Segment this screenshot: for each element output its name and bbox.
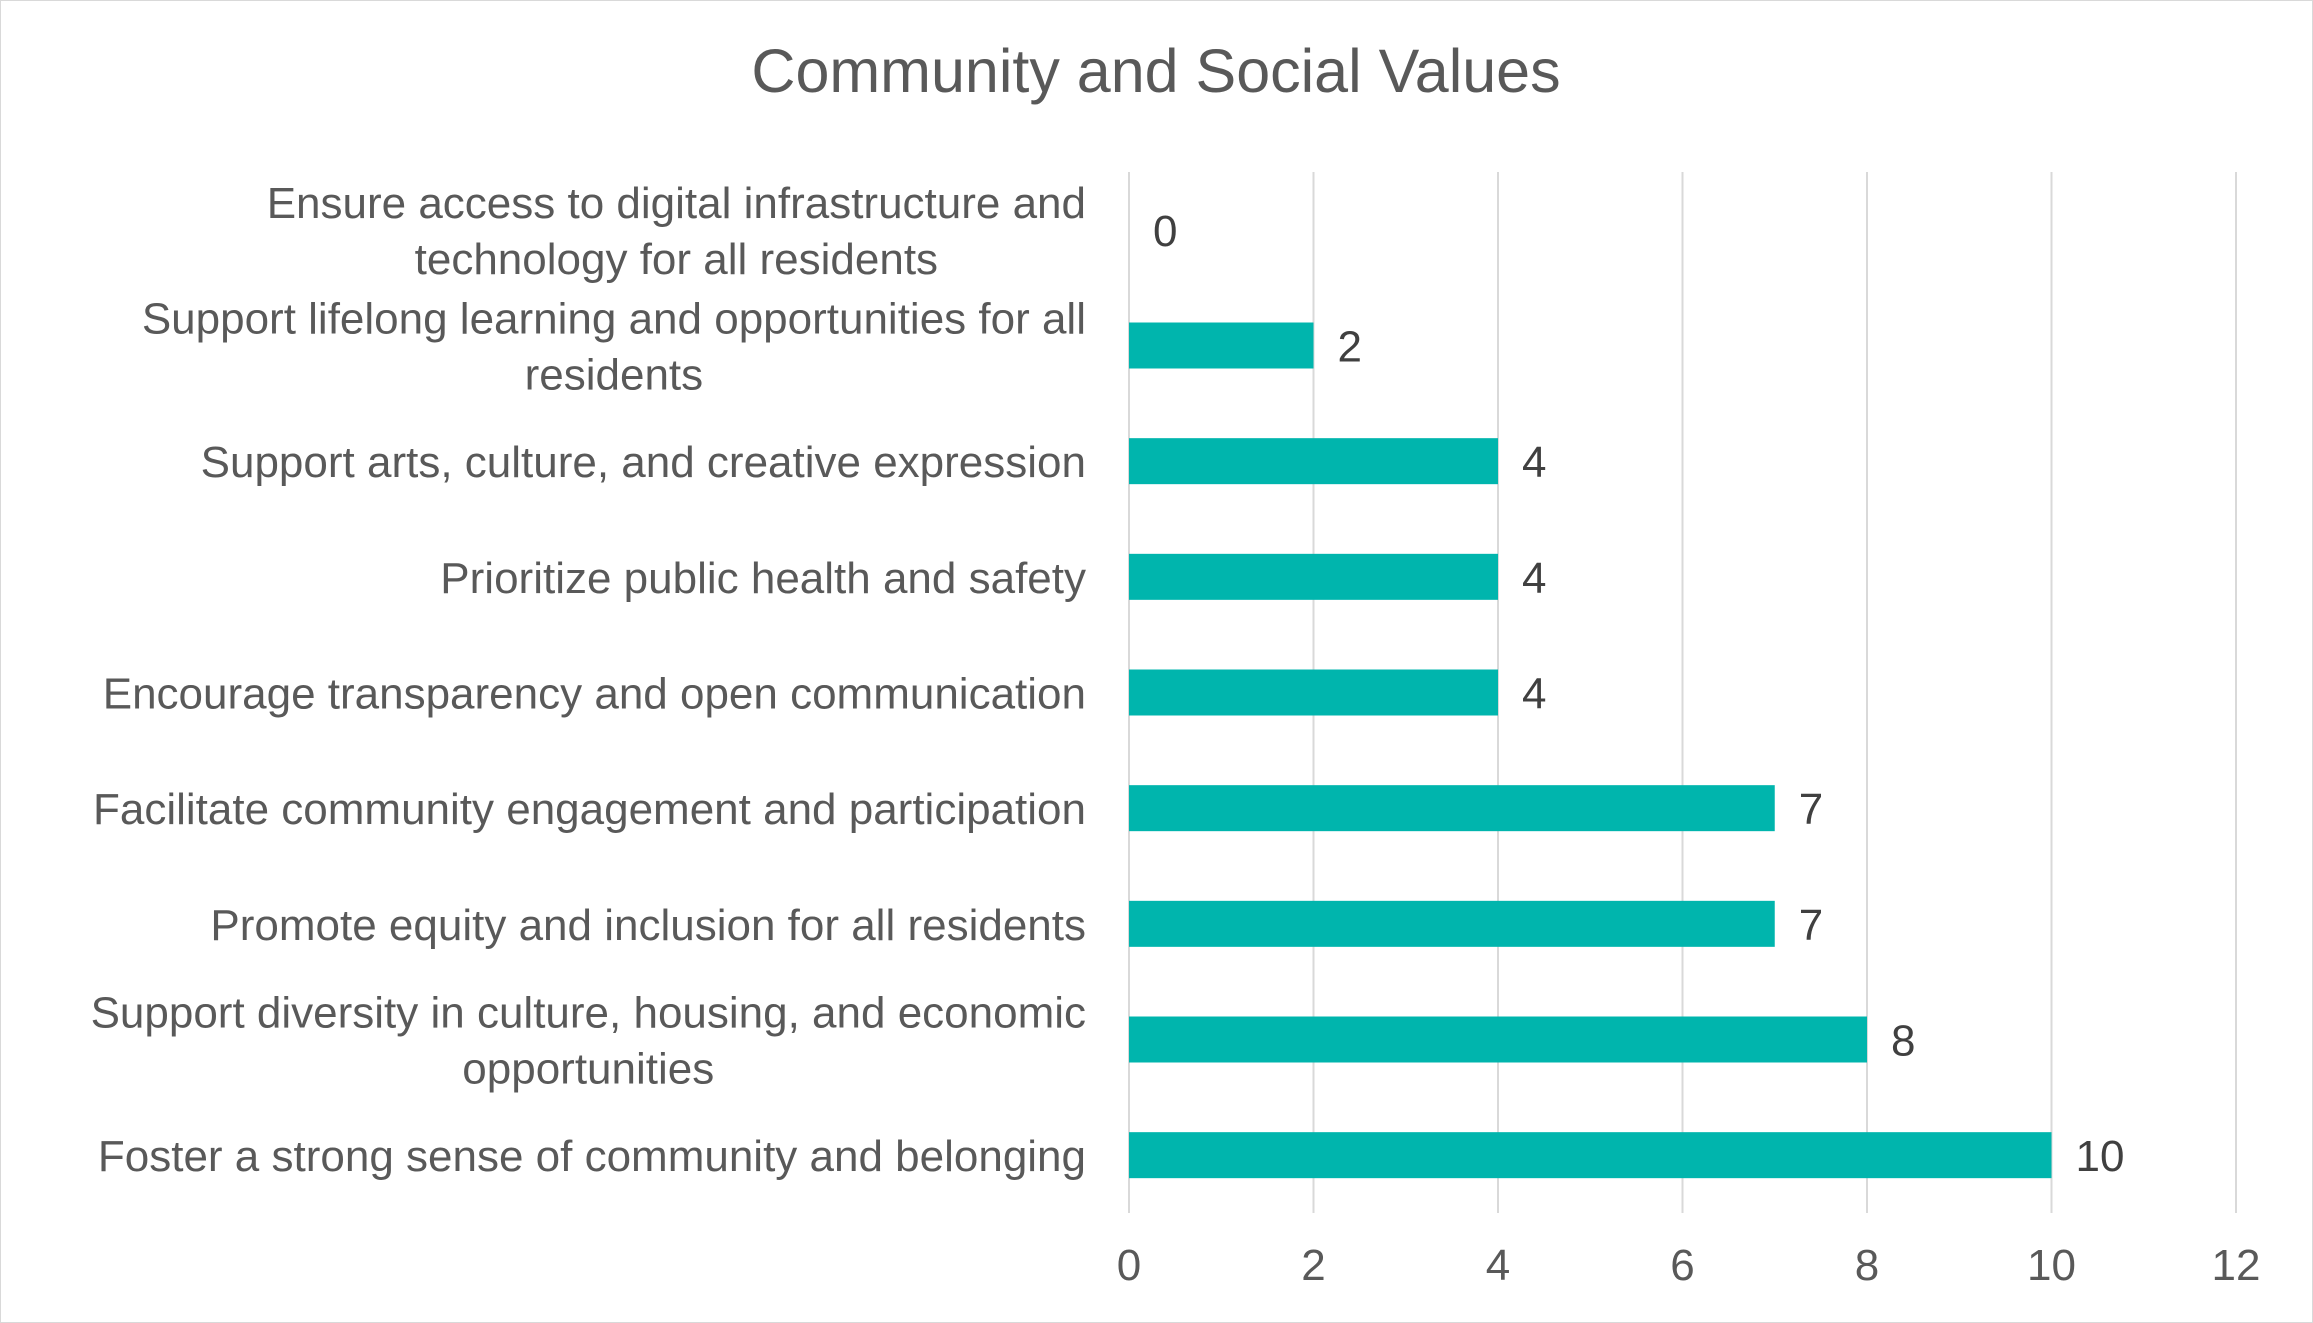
- category-label-1: Support lifelong learning and opportunit…: [142, 295, 1086, 400]
- x-tick-label-6: 6: [1670, 1241, 1694, 1290]
- data-label-6: 7: [1799, 901, 1823, 950]
- bars: [1129, 322, 2052, 1179]
- data-label-5: 7: [1799, 785, 1823, 834]
- category-label-line: Support arts, culture, and creative expr…: [201, 438, 1086, 487]
- bar-8: [1129, 1132, 2052, 1179]
- category-label-line: Prioritize public health and safety: [440, 554, 1086, 603]
- chart-title: Community and Social Values: [751, 37, 1560, 105]
- category-label-line: Encourage transparency and open communic…: [103, 670, 1086, 719]
- bar-2: [1129, 438, 1498, 485]
- category-label-6: Promote equity and inclusion for all res…: [210, 901, 1086, 950]
- x-tick-label-10: 10: [2027, 1241, 2076, 1290]
- category-label-8: Foster a strong sense of community and b…: [98, 1132, 1086, 1181]
- x-tick-label-4: 4: [1486, 1241, 1510, 1290]
- category-label-line: technology for all residents: [415, 235, 938, 284]
- category-labels: Ensure access to digital infrastructure …: [91, 179, 1086, 1181]
- data-label-4: 4: [1522, 670, 1546, 719]
- data-label-1: 2: [1338, 323, 1362, 372]
- bar-7: [1129, 1016, 1867, 1063]
- category-label-line: Facilitate community engagement and part…: [93, 785, 1086, 834]
- category-label-line: opportunities: [462, 1045, 714, 1094]
- category-label-5: Facilitate community engagement and part…: [93, 785, 1086, 834]
- category-label-3: Prioritize public health and safety: [440, 554, 1086, 603]
- bar-5: [1129, 785, 1775, 832]
- category-label-2: Support arts, culture, and creative expr…: [201, 438, 1086, 487]
- category-label-line: residents: [525, 351, 704, 400]
- category-label-7: Support diversity in culture, housing, a…: [91, 989, 1086, 1094]
- category-label-line: Foster a strong sense of community and b…: [98, 1132, 1086, 1181]
- category-label-line: Ensure access to digital infrastructure …: [267, 179, 1086, 228]
- category-label-4: Encourage transparency and open communic…: [103, 670, 1086, 719]
- category-label-line: Promote equity and inclusion for all res…: [210, 901, 1086, 950]
- category-label-line: Support diversity in culture, housing, a…: [91, 989, 1086, 1038]
- data-labels: 0 2 4 4 4 7 7 8 10: [1153, 207, 2124, 1181]
- category-label-line: Support lifelong learning and opportunit…: [142, 295, 1086, 344]
- bar-3: [1129, 553, 1498, 600]
- x-tick-label-0: 0: [1117, 1241, 1141, 1290]
- x-tick-label-12: 12: [2212, 1241, 2261, 1290]
- data-label-2: 4: [1522, 438, 1546, 487]
- bar-4: [1129, 669, 1498, 716]
- data-label-0: 0: [1153, 207, 1177, 256]
- x-tick-label-8: 8: [1855, 1241, 1879, 1290]
- category-label-0: Ensure access to digital infrastructure …: [267, 179, 1086, 284]
- bar-1: [1129, 322, 1314, 369]
- data-label-8: 10: [2076, 1132, 2125, 1181]
- data-label-3: 4: [1522, 554, 1546, 603]
- x-axis-ticks: 0 2 4 6 8 10 12: [1117, 1241, 2261, 1290]
- x-tick-label-2: 2: [1301, 1241, 1325, 1290]
- bar-6: [1129, 900, 1775, 947]
- data-label-7: 8: [1891, 1017, 1915, 1066]
